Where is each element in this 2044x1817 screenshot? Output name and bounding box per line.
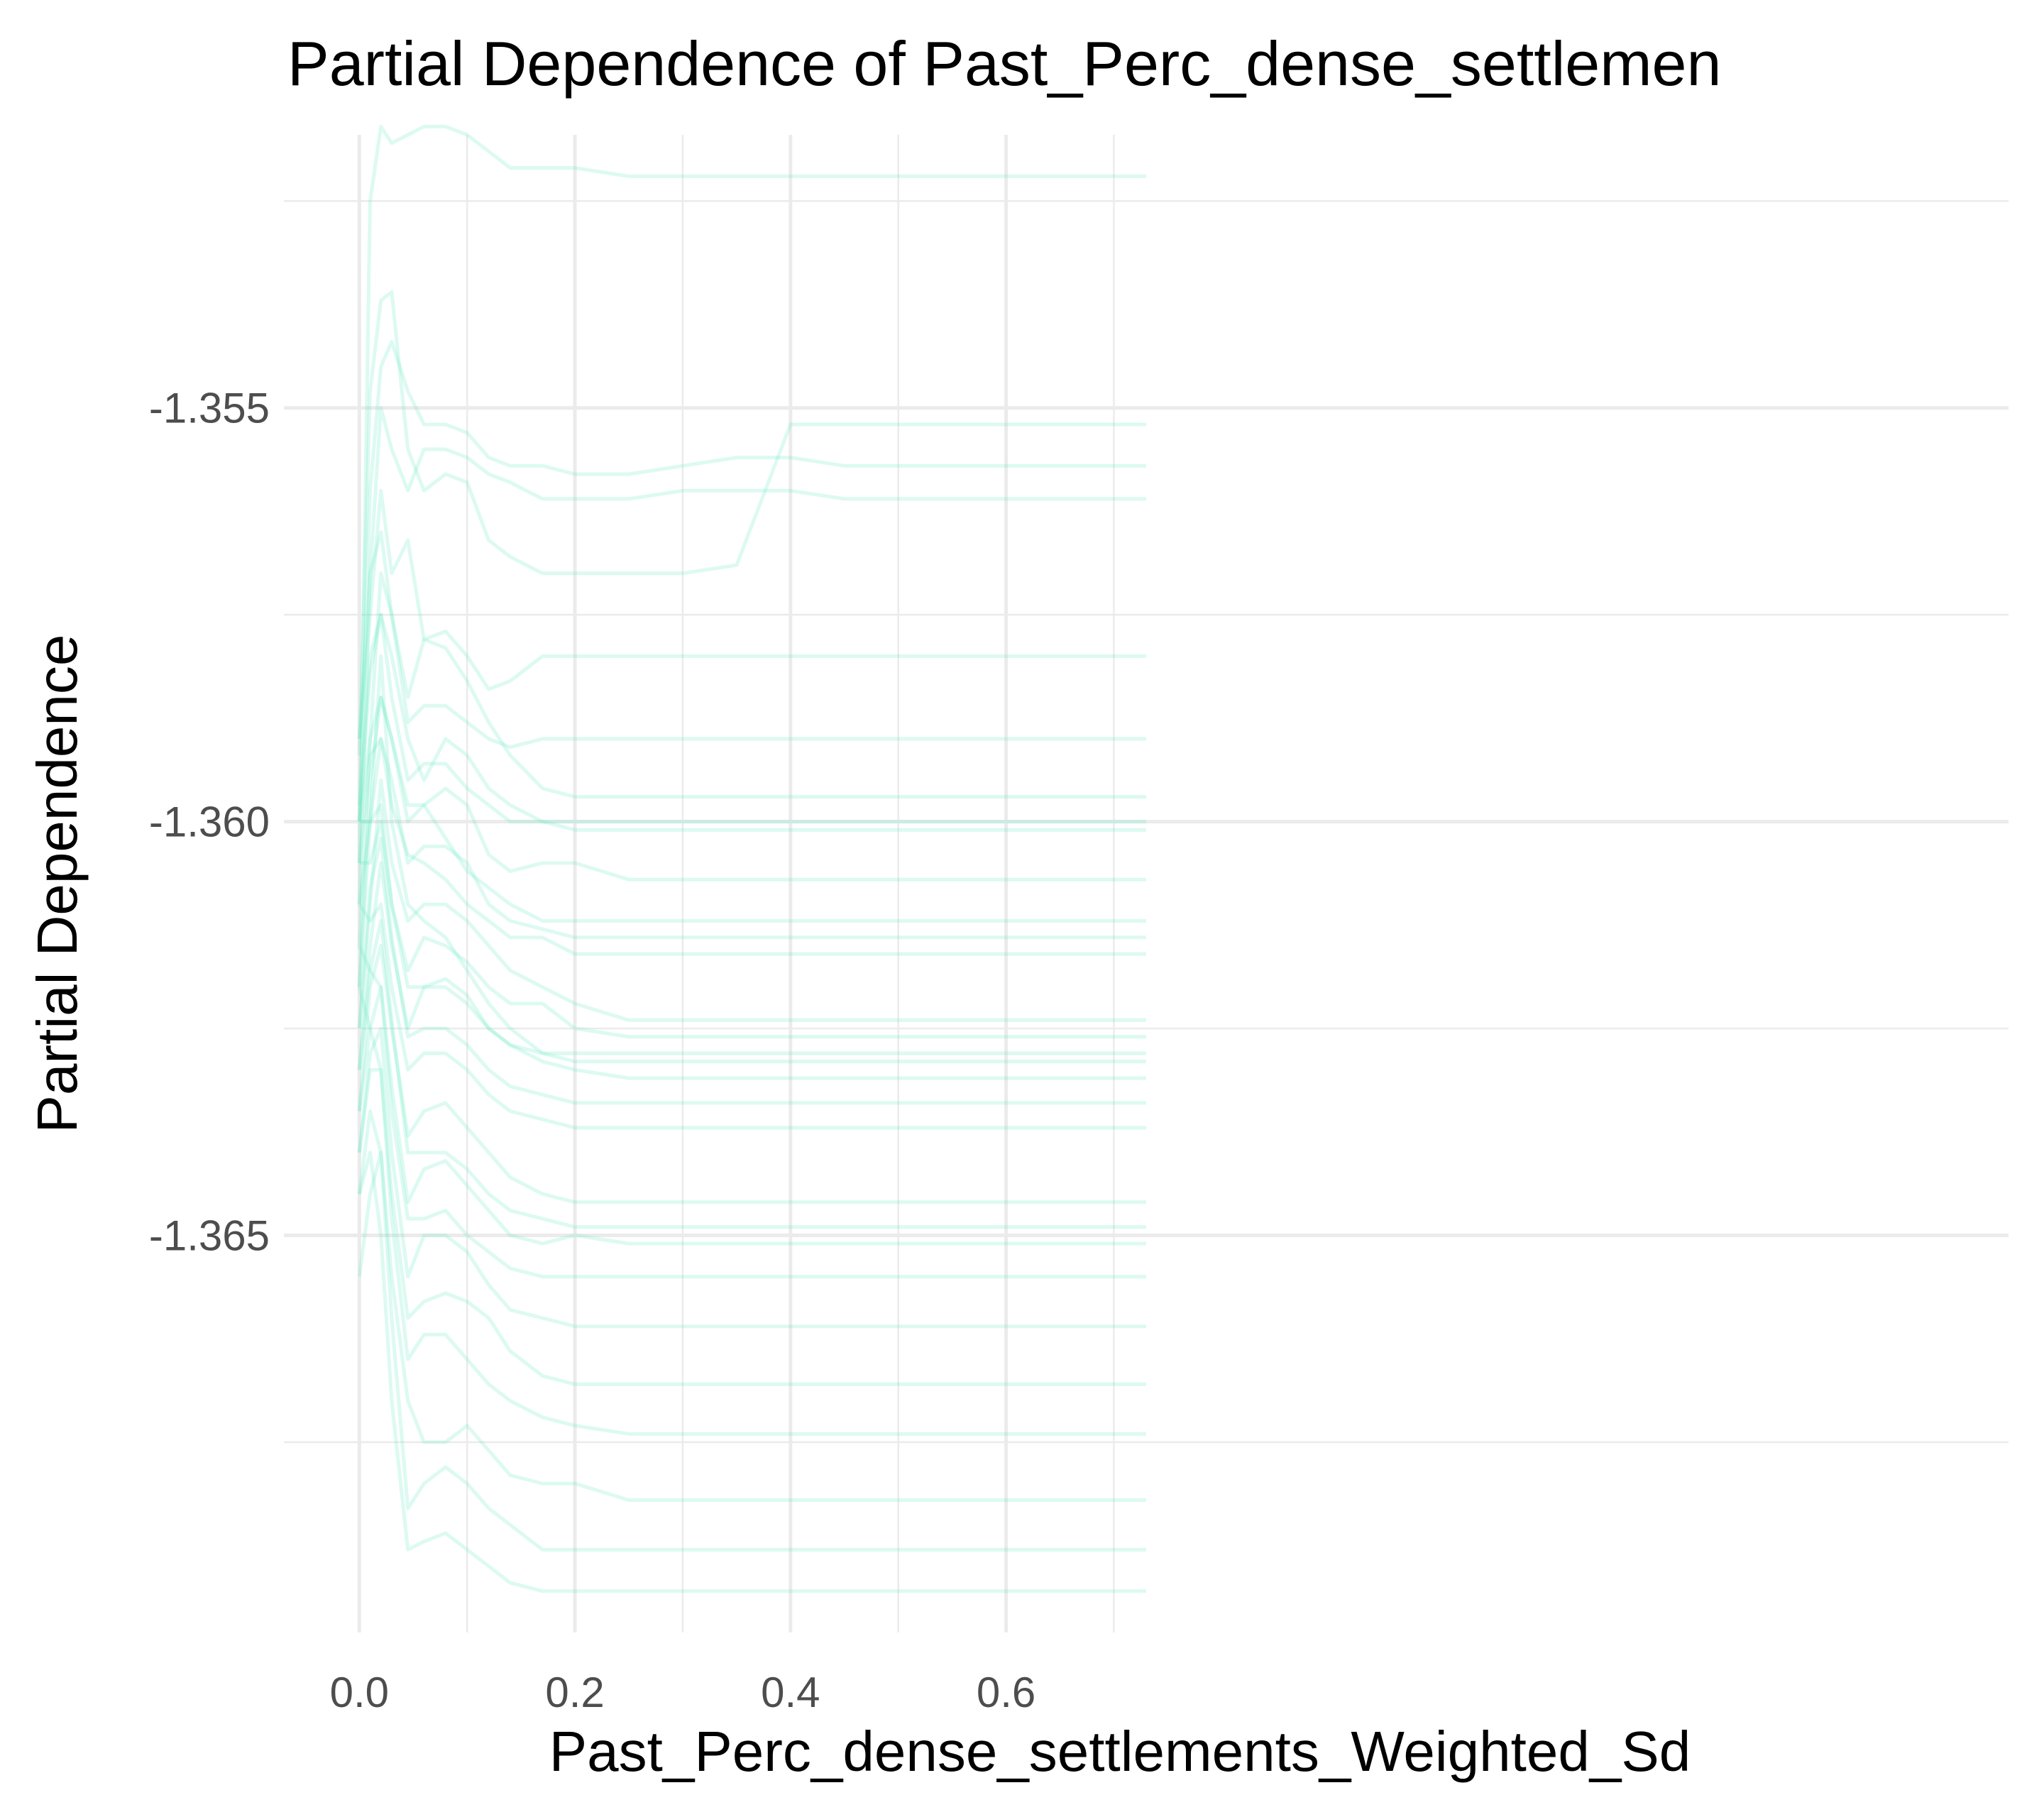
- y-tick-label: -1.360: [149, 798, 270, 846]
- ice-line: [357, 1151, 1146, 1552]
- ice-line: [357, 1067, 1146, 1386]
- ice-line: [357, 613, 1146, 824]
- ice-line: [358, 902, 1146, 1130]
- x-tick-label: 0.4: [761, 1669, 820, 1716]
- ice-line: [357, 943, 1146, 1204]
- ice-line: [357, 290, 1146, 756]
- minor-gridlines: [284, 135, 2009, 1632]
- y-axis-title: Partial Dependence: [26, 635, 89, 1133]
- ice-line: [357, 836, 1146, 1105]
- y-tick-label: -1.365: [149, 1212, 270, 1259]
- x-axis-tick-labels: 0.0 0.2 0.4 0.6: [330, 1669, 1036, 1716]
- ice-line: [357, 571, 1146, 946]
- y-axis-tick-labels: -1.355 -1.360 -1.365: [149, 385, 270, 1260]
- ice-line: [357, 987, 1146, 1436]
- x-tick-label: 0.6: [977, 1669, 1035, 1716]
- x-tick-label: 0.2: [545, 1669, 604, 1716]
- chart-title: Partial Dependence of Past_Perc_dense_se…: [287, 28, 1721, 99]
- ice-line: [357, 488, 1146, 740]
- ice-line: [357, 406, 1146, 905]
- ice-line: [359, 737, 1146, 940]
- ice-line: [357, 696, 1146, 987]
- ice-line: [357, 778, 1146, 1029]
- x-axis-title: Past_Perc_dense_settlements_Weighted_Sd: [549, 1720, 1691, 1783]
- ice-line: [357, 919, 1146, 1229]
- ice-line: [358, 945, 1146, 1246]
- ice-line: [357, 803, 1146, 1055]
- ice-line: [357, 985, 1146, 1279]
- ice-line: [357, 1151, 1146, 1593]
- major-gridlines: [284, 135, 2009, 1632]
- ice-line: [357, 737, 1146, 956]
- ice-line: [357, 1026, 1146, 1329]
- ice-line: [357, 530, 1146, 750]
- y-tick-label: -1.355: [149, 385, 270, 432]
- ice-line: [357, 613, 1146, 832]
- ice-line: [357, 696, 1146, 923]
- x-tick-label: 0.0: [330, 1669, 389, 1716]
- ice-line: [357, 1109, 1146, 1502]
- ice-line: [357, 861, 1146, 1080]
- ice-line: [357, 654, 1146, 1064]
- ice-line: [357, 339, 1146, 822]
- ice-line: [357, 124, 1146, 863]
- ice-lines: [357, 124, 1146, 1593]
- ice-line: [359, 820, 1146, 1039]
